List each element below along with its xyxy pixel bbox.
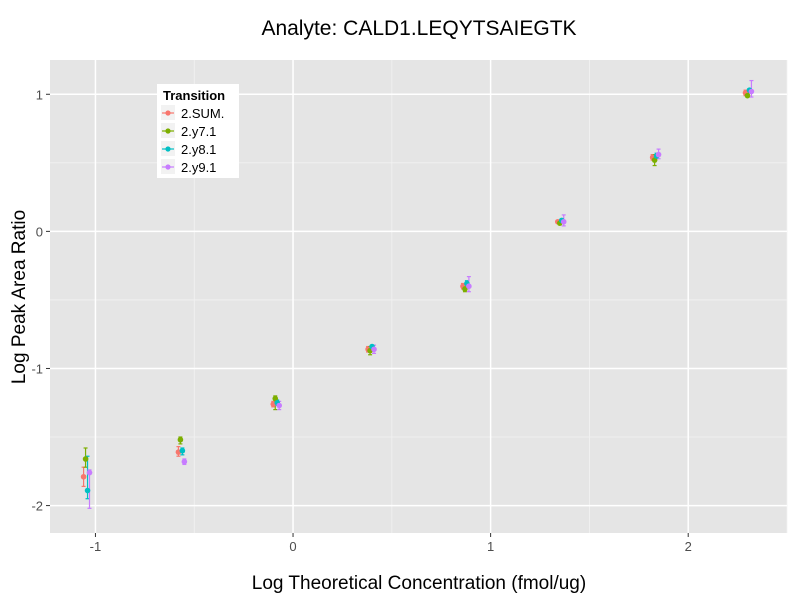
- legend-entry-label: 2.y9.1: [181, 160, 216, 175]
- data-point: [466, 283, 472, 290]
- legend-key-dot: [165, 146, 171, 152]
- data-point: [177, 436, 184, 443]
- data-point: [179, 447, 186, 454]
- data-points: [80, 87, 755, 494]
- legend-key-dot: [165, 110, 171, 116]
- y-tick-label: 1: [36, 87, 43, 102]
- data-point: [181, 458, 188, 465]
- chart-title: Analyte: CALD1.LEQYTSAIEGTK: [261, 17, 576, 40]
- x-tick-label: -1: [90, 539, 102, 554]
- y-tick-label: -2: [31, 499, 43, 514]
- legend: Transition 2.SUM. 2.y7.1 2.y8.1 2.y9.1: [157, 84, 239, 178]
- data-point: [744, 92, 751, 99]
- data-point: [80, 473, 87, 480]
- legend-entry-label: 2.y7.1: [181, 124, 216, 139]
- data-point: [276, 402, 283, 409]
- legend-title: Transition: [163, 88, 225, 103]
- data-point: [462, 286, 468, 292]
- data-point: [86, 469, 93, 476]
- legend-key-dot: [165, 164, 171, 170]
- data-point: [655, 151, 662, 158]
- data-point: [371, 346, 377, 353]
- legend-key-dot: [165, 128, 171, 134]
- legend-entry-label: 2.SUM.: [181, 106, 224, 121]
- x-tick-label: 1: [487, 539, 494, 554]
- legend-entry-label: 2.y8.1: [181, 142, 216, 157]
- data-point: [560, 218, 567, 225]
- y-tick-label: 0: [36, 224, 43, 239]
- axis-ticks: -1 0 1 2 -2 -1 0 1: [31, 87, 691, 554]
- y-axis-label: Log Peak Area Ratio: [9, 210, 30, 384]
- data-point: [84, 487, 91, 494]
- data-point: [748, 88, 755, 95]
- y-tick-label: -1: [31, 361, 43, 376]
- grid: [50, 60, 788, 533]
- x-tick-label: 0: [289, 539, 296, 554]
- data-point: [82, 456, 89, 462]
- x-tick-label: 2: [685, 539, 692, 554]
- x-axis-label: Log Theoretical Concentration (fmol/ug): [252, 573, 586, 594]
